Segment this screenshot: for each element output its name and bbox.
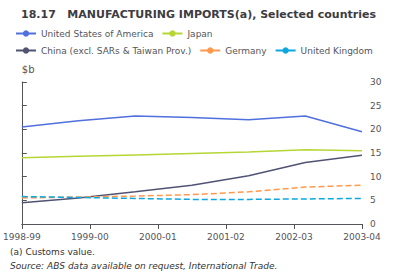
svg-text:1998-99: 1998-99 <box>3 232 41 242</box>
svg-text:2001-02: 2001-02 <box>207 232 245 242</box>
svg-text:20: 20 <box>370 124 382 134</box>
svg-text:10: 10 <box>370 172 382 182</box>
svg-text:United States of America: United States of America <box>41 29 153 39</box>
svg-text:25: 25 <box>370 101 381 111</box>
svg-text:Japan: Japan <box>186 29 212 39</box>
svg-text:5: 5 <box>370 195 376 205</box>
svg-text:Germany: Germany <box>225 46 267 56</box>
svg-text:18.17 MANUFACTURING IMPORTS(: 18.17 MANUFACTURING IMPORTS(a), Selected… <box>21 8 376 21</box>
svg-text:Source: ABS data available on: Source: ABS data available on request, I… <box>10 261 277 271</box>
svg-text:2003-04: 2003-04 <box>343 232 381 242</box>
svg-text:1999-00: 1999-00 <box>71 232 109 242</box>
svg-text:2002-03: 2002-03 <box>275 232 313 242</box>
svg-text:United Kingdom: United Kingdom <box>301 46 373 56</box>
svg-text:$b: $b <box>22 64 35 75</box>
svg-text:30: 30 <box>370 77 382 87</box>
svg-text:China (excl. SARs & Taiwan Pro: China (excl. SARs & Taiwan Prov.) <box>41 46 191 56</box>
svg-text:15: 15 <box>370 148 381 158</box>
svg-text:2000-01: 2000-01 <box>139 232 177 242</box>
svg-text:0: 0 <box>370 219 376 229</box>
svg-text:(a) Customs value.: (a) Customs value. <box>10 247 95 257</box>
